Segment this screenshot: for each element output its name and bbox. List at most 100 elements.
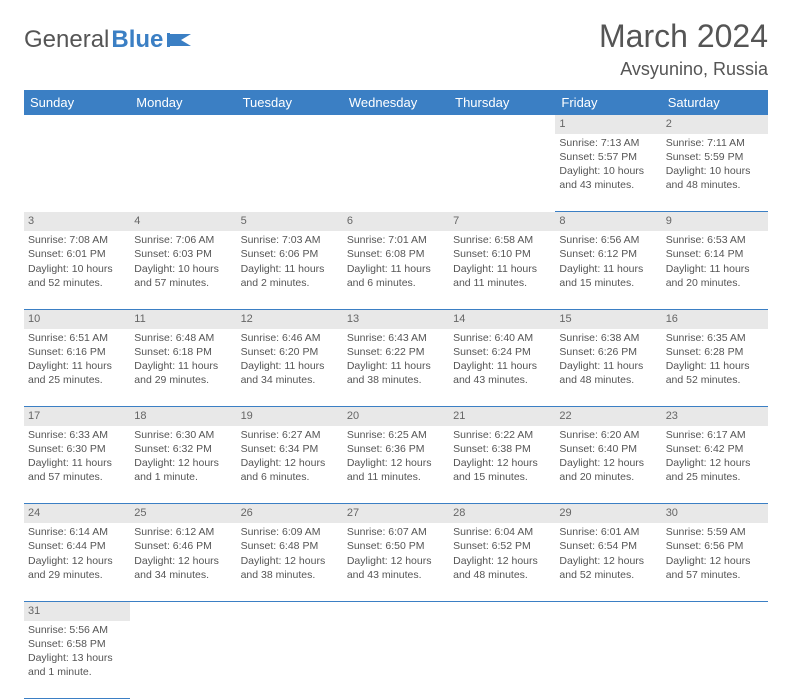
sunset-text: Sunset: 6:20 PM [241, 345, 339, 359]
daylight-text: and 43 minutes. [347, 568, 445, 582]
day-data: Sunrise: 6:01 AMSunset: 6:54 PMDaylight:… [559, 525, 657, 582]
day-number-cell: 18 [130, 407, 236, 426]
sunrise-text: Sunrise: 6:01 AM [559, 525, 657, 539]
day-data: Sunrise: 6:51 AMSunset: 6:16 PMDaylight:… [28, 331, 126, 388]
daylight-text: and 48 minutes. [559, 373, 657, 387]
day-data: Sunrise: 6:35 AMSunset: 6:28 PMDaylight:… [666, 331, 764, 388]
daylight-text: Daylight: 10 hours [28, 262, 126, 276]
daylight-text: Daylight: 12 hours [453, 456, 551, 470]
day-number-cell [343, 115, 449, 134]
day-content-row: Sunrise: 7:08 AMSunset: 6:01 PMDaylight:… [24, 231, 768, 309]
day-number-row: 17181920212223 [24, 407, 768, 426]
day-data: Sunrise: 6:40 AMSunset: 6:24 PMDaylight:… [453, 331, 551, 388]
sunrise-text: Sunrise: 6:56 AM [559, 233, 657, 247]
sunset-text: Sunset: 6:14 PM [666, 247, 764, 261]
day-data: Sunrise: 6:58 AMSunset: 6:10 PMDaylight:… [453, 233, 551, 290]
daylight-text: Daylight: 11 hours [347, 262, 445, 276]
day-data: Sunrise: 7:06 AMSunset: 6:03 PMDaylight:… [134, 233, 232, 290]
daylight-text: Daylight: 11 hours [453, 262, 551, 276]
daylight-text: and 1 minute. [134, 470, 232, 484]
sunset-text: Sunset: 5:57 PM [559, 150, 657, 164]
daylight-text: and 43 minutes. [559, 178, 657, 192]
sunrise-text: Sunrise: 6:48 AM [134, 331, 232, 345]
day-number-cell: 20 [343, 407, 449, 426]
day-content-cell [130, 134, 236, 212]
sunrise-text: Sunrise: 6:09 AM [241, 525, 339, 539]
day-content-cell [555, 621, 661, 699]
day-content-cell [237, 621, 343, 699]
day-number-cell: 31 [24, 601, 130, 620]
daylight-text: Daylight: 12 hours [666, 456, 764, 470]
sunrise-text: Sunrise: 5:59 AM [666, 525, 764, 539]
day-content-cell [343, 134, 449, 212]
day-content-cell [449, 134, 555, 212]
sunset-text: Sunset: 6:28 PM [666, 345, 764, 359]
day-content-cell: Sunrise: 6:56 AMSunset: 6:12 PMDaylight:… [555, 231, 661, 309]
day-content-cell: Sunrise: 6:14 AMSunset: 6:44 PMDaylight:… [24, 523, 130, 601]
day-number-cell [343, 601, 449, 620]
day-content-cell: Sunrise: 6:04 AMSunset: 6:52 PMDaylight:… [449, 523, 555, 601]
day-content-cell: Sunrise: 7:03 AMSunset: 6:06 PMDaylight:… [237, 231, 343, 309]
daylight-text: and 25 minutes. [28, 373, 126, 387]
daylight-text: Daylight: 12 hours [134, 456, 232, 470]
sunrise-text: Sunrise: 6:27 AM [241, 428, 339, 442]
sunrise-text: Sunrise: 7:06 AM [134, 233, 232, 247]
daylight-text: and 34 minutes. [134, 568, 232, 582]
sunset-text: Sunset: 6:44 PM [28, 539, 126, 553]
daylight-text: Daylight: 11 hours [241, 359, 339, 373]
daylight-text: Daylight: 12 hours [666, 554, 764, 568]
day-content-cell: Sunrise: 6:46 AMSunset: 6:20 PMDaylight:… [237, 329, 343, 407]
daylight-text: and 20 minutes. [559, 470, 657, 484]
day-number-cell: 24 [24, 504, 130, 523]
day-data: Sunrise: 6:33 AMSunset: 6:30 PMDaylight:… [28, 428, 126, 485]
daylight-text: and 6 minutes. [347, 276, 445, 290]
day-content-cell: Sunrise: 6:27 AMSunset: 6:34 PMDaylight:… [237, 426, 343, 504]
day-number-cell: 1 [555, 115, 661, 134]
sunset-text: Sunset: 6:34 PM [241, 442, 339, 456]
daylight-text: and 43 minutes. [453, 373, 551, 387]
sunset-text: Sunset: 6:08 PM [347, 247, 445, 261]
day-data: Sunrise: 6:04 AMSunset: 6:52 PMDaylight:… [453, 525, 551, 582]
day-data: Sunrise: 6:14 AMSunset: 6:44 PMDaylight:… [28, 525, 126, 582]
day-content-cell: Sunrise: 6:07 AMSunset: 6:50 PMDaylight:… [343, 523, 449, 601]
day-number-cell [662, 601, 768, 620]
day-number-cell: 7 [449, 212, 555, 231]
day-content-cell: Sunrise: 5:59 AMSunset: 6:56 PMDaylight:… [662, 523, 768, 601]
daylight-text: and 2 minutes. [241, 276, 339, 290]
daylight-text: and 34 minutes. [241, 373, 339, 387]
sunrise-text: Sunrise: 6:12 AM [134, 525, 232, 539]
sunset-text: Sunset: 6:36 PM [347, 442, 445, 456]
sunrise-text: Sunrise: 6:53 AM [666, 233, 764, 247]
day-data: Sunrise: 6:30 AMSunset: 6:32 PMDaylight:… [134, 428, 232, 485]
day-data: Sunrise: 6:38 AMSunset: 6:26 PMDaylight:… [559, 331, 657, 388]
day-content-row: Sunrise: 6:14 AMSunset: 6:44 PMDaylight:… [24, 523, 768, 601]
daylight-text: and 52 minutes. [559, 568, 657, 582]
day-number-cell: 14 [449, 309, 555, 328]
day-content-cell: Sunrise: 6:48 AMSunset: 6:18 PMDaylight:… [130, 329, 236, 407]
day-number-cell: 25 [130, 504, 236, 523]
daylight-text: and 6 minutes. [241, 470, 339, 484]
daylight-text: Daylight: 12 hours [453, 554, 551, 568]
sunset-text: Sunset: 6:03 PM [134, 247, 232, 261]
day-number-cell: 2 [662, 115, 768, 134]
day-data: Sunrise: 7:01 AMSunset: 6:08 PMDaylight:… [347, 233, 445, 290]
day-number-cell: 11 [130, 309, 236, 328]
daylight-text: Daylight: 12 hours [241, 554, 339, 568]
daylight-text: and 52 minutes. [666, 373, 764, 387]
daylight-text: and 1 minute. [28, 665, 126, 679]
day-content-cell: Sunrise: 6:43 AMSunset: 6:22 PMDaylight:… [343, 329, 449, 407]
sunset-text: Sunset: 5:59 PM [666, 150, 764, 164]
day-number-cell [130, 601, 236, 620]
day-data: Sunrise: 6:12 AMSunset: 6:46 PMDaylight:… [134, 525, 232, 582]
day-content-cell: Sunrise: 7:08 AMSunset: 6:01 PMDaylight:… [24, 231, 130, 309]
day-data: Sunrise: 6:27 AMSunset: 6:34 PMDaylight:… [241, 428, 339, 485]
day-data: Sunrise: 6:46 AMSunset: 6:20 PMDaylight:… [241, 331, 339, 388]
sunset-text: Sunset: 6:56 PM [666, 539, 764, 553]
daylight-text: Daylight: 11 hours [347, 359, 445, 373]
day-data: Sunrise: 6:48 AMSunset: 6:18 PMDaylight:… [134, 331, 232, 388]
sunrise-text: Sunrise: 7:01 AM [347, 233, 445, 247]
daylight-text: Daylight: 12 hours [559, 554, 657, 568]
sunrise-text: Sunrise: 6:43 AM [347, 331, 445, 345]
day-number-row: 10111213141516 [24, 309, 768, 328]
day-number-cell: 9 [662, 212, 768, 231]
